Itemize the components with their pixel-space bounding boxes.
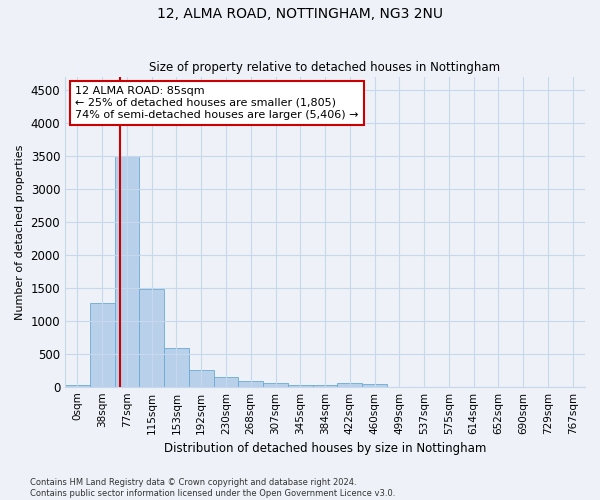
Bar [238, 381, 263, 386]
Bar [90, 303, 115, 386]
Bar [115, 156, 139, 386]
Bar [214, 377, 238, 386]
Bar [189, 370, 214, 386]
Bar [164, 348, 189, 387]
Bar [362, 384, 387, 386]
Y-axis label: Number of detached properties: Number of detached properties [15, 144, 25, 320]
Title: Size of property relative to detached houses in Nottingham: Size of property relative to detached ho… [149, 62, 500, 74]
Bar [313, 384, 337, 386]
Bar [263, 383, 288, 386]
X-axis label: Distribution of detached houses by size in Nottingham: Distribution of detached houses by size … [164, 442, 486, 455]
Text: Contains HM Land Registry data © Crown copyright and database right 2024.
Contai: Contains HM Land Registry data © Crown c… [30, 478, 395, 498]
Bar [139, 289, 164, 386]
Bar [337, 383, 362, 386]
Bar [288, 384, 313, 386]
Bar [65, 384, 90, 386]
Text: 12, ALMA ROAD, NOTTINGHAM, NG3 2NU: 12, ALMA ROAD, NOTTINGHAM, NG3 2NU [157, 8, 443, 22]
Text: 12 ALMA ROAD: 85sqm
← 25% of detached houses are smaller (1,805)
74% of semi-det: 12 ALMA ROAD: 85sqm ← 25% of detached ho… [76, 86, 359, 120]
